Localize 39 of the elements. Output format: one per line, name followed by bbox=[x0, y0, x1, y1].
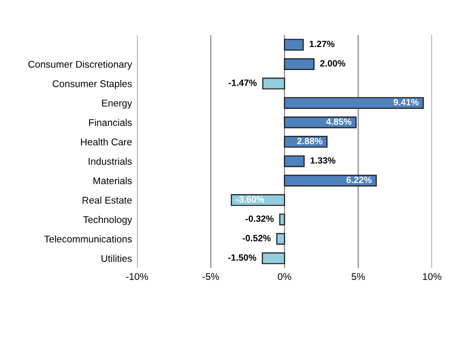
y-tick-label: Consumer Discretionary bbox=[28, 60, 132, 70]
data-label: -1.47% bbox=[228, 80, 257, 86]
y-tick-label: Materials bbox=[94, 177, 132, 184]
bar bbox=[279, 214, 286, 226]
x-tick-label: 10% bbox=[423, 273, 442, 280]
y-tick-label: Real Estate bbox=[82, 196, 132, 204]
y-tick-label: Telecommunications bbox=[44, 235, 132, 242]
x-tick-label: -5% bbox=[202, 273, 220, 280]
bar bbox=[230, 194, 286, 206]
bar bbox=[284, 58, 315, 70]
x-tick-label: -10% bbox=[126, 273, 148, 280]
data-label: 4.85% bbox=[326, 118, 352, 125]
data-label: 2.88% bbox=[297, 138, 322, 144]
bar bbox=[284, 174, 377, 187]
data-label: -3.60% bbox=[236, 196, 264, 202]
data-label: 9.41% bbox=[394, 98, 419, 106]
bar bbox=[284, 38, 304, 51]
x-tick-label: 0% bbox=[278, 273, 292, 280]
y-tick-label: Utilities bbox=[102, 254, 132, 262]
y-tick-label: Health Care bbox=[81, 138, 132, 146]
data-label: 2.00% bbox=[320, 60, 346, 67]
data-label: 1.27% bbox=[310, 40, 334, 48]
bar bbox=[276, 232, 286, 245]
data-label: 1.33% bbox=[310, 157, 336, 164]
data-label: -0.52% bbox=[242, 234, 271, 242]
bar bbox=[262, 78, 286, 90]
data-label: -1.50% bbox=[228, 254, 256, 261]
y-tick-label: Financials bbox=[89, 118, 132, 126]
data-label: 6.22% bbox=[346, 176, 372, 184]
bar bbox=[262, 252, 286, 264]
x-tick-label: 5% bbox=[352, 273, 365, 280]
data-label: -0.32% bbox=[246, 215, 274, 222]
y-tick-label: Energy bbox=[102, 100, 132, 108]
bar bbox=[284, 155, 305, 168]
y-tick-label: Consumer Staples bbox=[52, 80, 132, 90]
y-tick-label: Technology bbox=[83, 216, 132, 225]
bar bbox=[284, 97, 424, 109]
y-tick-label: Industrials bbox=[88, 158, 132, 165]
bar bbox=[284, 116, 357, 128]
